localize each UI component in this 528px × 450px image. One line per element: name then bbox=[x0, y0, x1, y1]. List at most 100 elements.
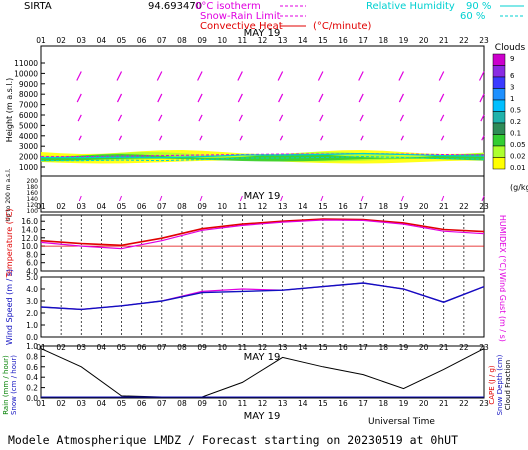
rain-tick-label: 1.0 bbox=[26, 342, 38, 351]
mid-date-label: MAY 19 bbox=[244, 191, 281, 202]
bottom-hour-tick-label: 17 bbox=[358, 399, 368, 408]
mid-hour-tick-label: 22 bbox=[459, 202, 469, 211]
wind-barb-low bbox=[239, 195, 243, 202]
low-height-tick-label: 120 bbox=[27, 202, 39, 209]
wind-barb bbox=[77, 114, 82, 122]
bottom-hour-tick-label: 05 bbox=[117, 399, 127, 408]
mid-hour-tick-label: 19 bbox=[399, 202, 409, 211]
bottom-hour-tick-label: 19 bbox=[399, 399, 409, 408]
rain-top-hour-label: 13 bbox=[278, 343, 288, 352]
bottom-hour-tick-label: 13 bbox=[278, 399, 288, 408]
low-height-tick-label: 200 bbox=[27, 178, 39, 185]
top-hour-tick-label: 04 bbox=[97, 36, 107, 45]
bottom-hour-tick-label: 10 bbox=[217, 399, 227, 408]
height-tick-label: 10000 bbox=[14, 69, 38, 78]
top-hour-tick-label: 20 bbox=[419, 36, 429, 45]
mid-hour-tick-label: 08 bbox=[177, 202, 187, 211]
cloud-scale-label: 6 bbox=[510, 72, 515, 80]
mid-hour-tick-label: 14 bbox=[298, 202, 308, 211]
rain-top-hour-label: 22 bbox=[459, 343, 469, 352]
temp-tick-label: 12.0 bbox=[21, 234, 38, 243]
bottom-hour-tick-label: 03 bbox=[76, 399, 86, 408]
mid-hour-tick-label: 23 bbox=[479, 202, 489, 211]
top-hour-tick-label: 15 bbox=[318, 36, 328, 45]
wind-barb bbox=[237, 93, 243, 103]
top-hour-tick-label: 08 bbox=[177, 36, 187, 45]
wind-barb bbox=[278, 114, 284, 122]
gust-axis-label: Wind Gust (m / s) bbox=[498, 272, 507, 342]
wind-barb bbox=[480, 114, 485, 122]
wind-barb bbox=[76, 71, 82, 81]
wind-barb bbox=[237, 71, 243, 81]
cloud-fraction-line bbox=[40, 348, 485, 398]
top-date-label: MAY 19 bbox=[244, 28, 281, 39]
mid-hour-tick-label: 11 bbox=[238, 202, 248, 211]
rain-top-hour-label: 17 bbox=[358, 343, 368, 352]
rain-top-hour-label: 12 bbox=[258, 343, 268, 352]
top-hour-tick-label: 10 bbox=[217, 36, 227, 45]
height-axis-label: Height (m a.s.l.) bbox=[5, 78, 14, 143]
cloud-scale-swatch bbox=[492, 122, 506, 135]
temperature-line bbox=[40, 218, 485, 247]
wind-tick-label: 1.0 bbox=[26, 321, 38, 330]
cloud-scale-swatch bbox=[492, 134, 506, 147]
mid-hour-tick-label: 05 bbox=[117, 202, 127, 211]
mid-hour-tick-label: 03 bbox=[76, 202, 86, 211]
wind-barb-low bbox=[400, 195, 404, 202]
wind-barb bbox=[400, 135, 404, 141]
wind-barb bbox=[277, 71, 284, 81]
mid-hour-tick-label: 13 bbox=[278, 202, 288, 211]
temp-tick-label: 14.0 bbox=[21, 226, 38, 235]
mid-hour-tick-label: 17 bbox=[358, 202, 368, 211]
cloud-scale-label: 0.2 bbox=[510, 118, 521, 126]
humidex-axis-label: HUMIDEX (°C) bbox=[498, 215, 507, 271]
wind-barb bbox=[439, 93, 445, 103]
wind-barb bbox=[197, 93, 203, 103]
bottom-hour-tick-label: 15 bbox=[318, 399, 328, 408]
cloud-scale-unit: (g/kg) bbox=[510, 183, 528, 192]
bottom-hour-tick-label: 06 bbox=[137, 399, 147, 408]
site-label: SIRTA bbox=[24, 1, 52, 12]
mid-hour-tick-label: 16 bbox=[338, 202, 348, 211]
wind-barb-low bbox=[441, 195, 445, 202]
wind-barb bbox=[279, 135, 284, 141]
bottom-hour-tick-label: 01 bbox=[36, 399, 46, 408]
height-tick-label: 8000 bbox=[19, 90, 38, 99]
temp-axis-label: Temperature (°C) bbox=[5, 208, 14, 278]
top-hour-tick-label: 03 bbox=[76, 36, 86, 45]
isotherm-line bbox=[41, 152, 485, 158]
top-hour-tick-label: 16 bbox=[338, 36, 348, 45]
cloud-scale-label: 0.02 bbox=[510, 153, 526, 161]
legend-rh-label: Relative Humidity bbox=[366, 1, 455, 12]
bottom-hour-tick-label: 16 bbox=[338, 399, 348, 408]
top-hour-tick-label: 11 bbox=[238, 36, 248, 45]
height-tick-label: 5000 bbox=[19, 121, 38, 130]
wind-barb-low bbox=[199, 195, 203, 202]
cloud-scale-swatch bbox=[492, 53, 506, 66]
height-tick-label: 2000 bbox=[19, 153, 38, 162]
height-panel-frame bbox=[40, 45, 485, 213]
wind-speed-line bbox=[40, 282, 485, 311]
bottom-hour-tick-label: 21 bbox=[439, 399, 449, 408]
wind-barb bbox=[317, 71, 324, 81]
bottom-hour-tick-label: 04 bbox=[97, 399, 107, 408]
cape-axis-label: CAPE (J / g) bbox=[488, 365, 496, 405]
wind-axis-label: Wind Speed (m / s) bbox=[5, 269, 14, 345]
height-tick-label: 4000 bbox=[19, 132, 38, 141]
mid-hour-tick-label: 12 bbox=[258, 202, 268, 211]
cloud-scale-label: 1 bbox=[510, 95, 514, 103]
mid-hour-tick-label: 10 bbox=[217, 202, 227, 211]
wind-barb bbox=[239, 135, 243, 141]
cloud-scale-title: Clouds bbox=[495, 43, 526, 53]
wind-barb bbox=[399, 114, 404, 122]
wind-barb bbox=[116, 93, 123, 103]
rain-top-hour-label: 23 bbox=[479, 343, 489, 352]
rain-axis-label: Rain (mm / hour) bbox=[2, 355, 10, 415]
temp-tick-label: 4.0 bbox=[26, 267, 38, 276]
rain-tick-label: 0.2 bbox=[26, 384, 38, 393]
cloud-scale-swatch bbox=[492, 157, 506, 170]
wind-tick-label: 3.0 bbox=[26, 297, 38, 306]
wind-barb-low bbox=[481, 195, 485, 202]
wind-barb bbox=[440, 114, 445, 122]
